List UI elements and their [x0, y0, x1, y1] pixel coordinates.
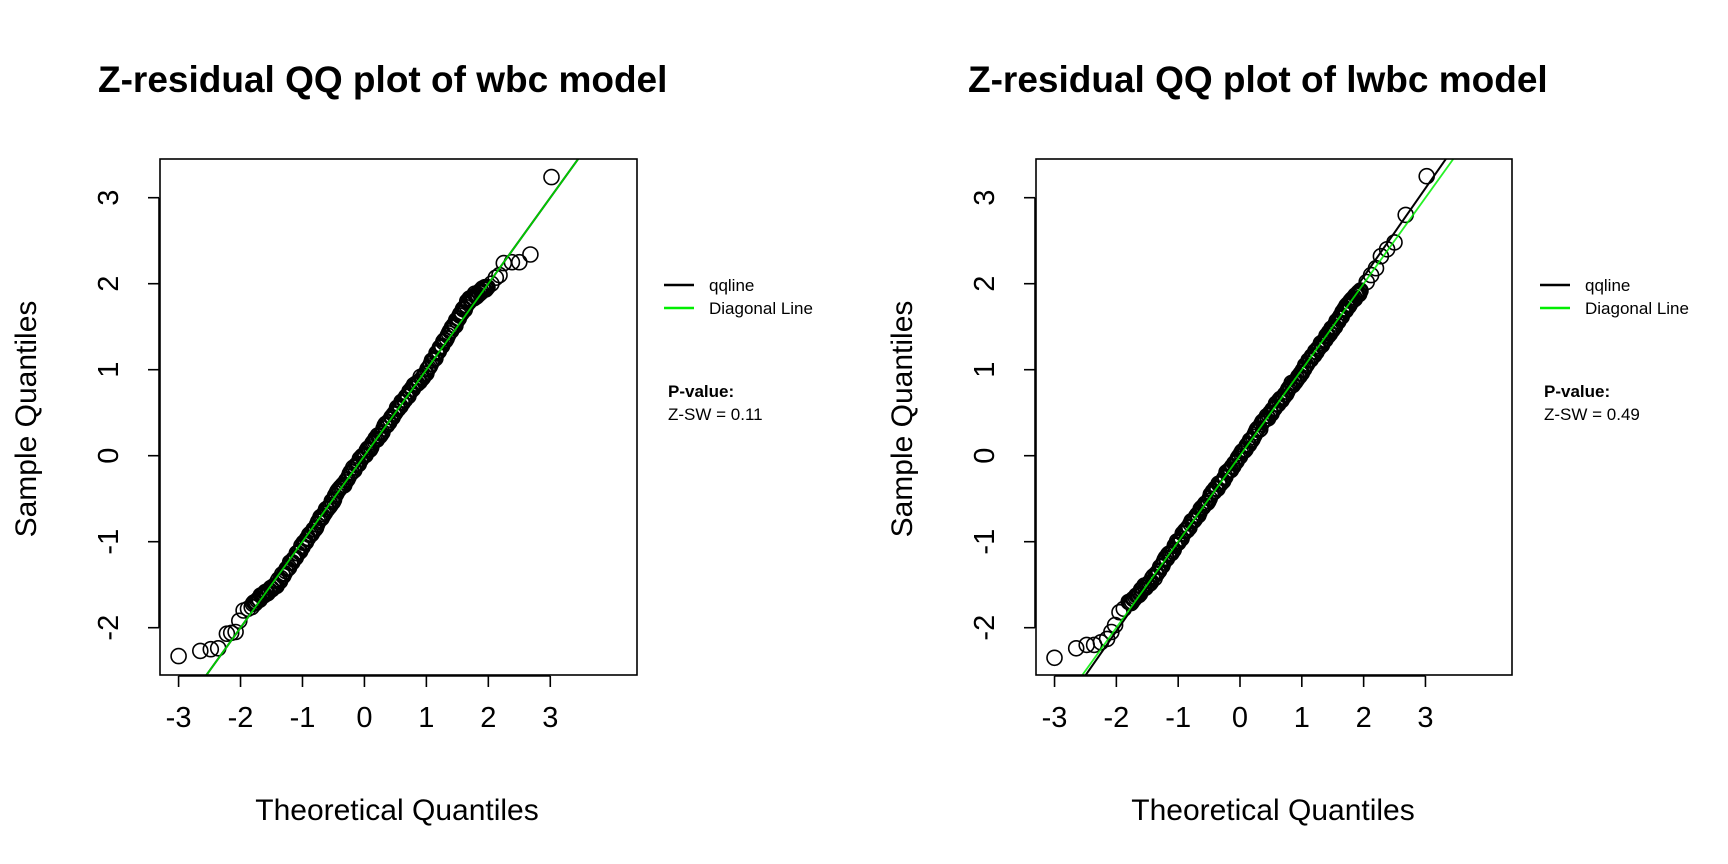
y-axis-title: Sample Quantiles [10, 301, 43, 538]
data-point [227, 623, 244, 641]
legend: qqline Diagonal Line [1540, 276, 1689, 318]
x-tick-label: 1 [1294, 702, 1310, 734]
x-tick-label: -2 [228, 702, 254, 734]
pvalue-statistic: Z-SW = 0.11 [668, 405, 763, 424]
y-tick-label: 3 [93, 190, 125, 206]
plot-marks [170, 159, 580, 675]
legend-label-qqline: qqline [1585, 276, 1630, 295]
data-point [487, 269, 505, 287]
x-tick-label: 3 [1417, 702, 1433, 734]
data-point [543, 168, 560, 186]
data-point [479, 278, 496, 296]
x-tick-label: -1 [290, 702, 316, 734]
y-tick-label: -1 [93, 529, 125, 555]
chart-title: Z-residual QQ plot of wbc model [98, 59, 667, 100]
chart-title: Z-residual QQ plot of lwbc model [968, 59, 1548, 100]
data-point [1046, 649, 1063, 667]
data-point [243, 598, 260, 616]
x-tick-label: 2 [1356, 702, 1372, 734]
y-tick-label: 0 [93, 448, 125, 464]
data-point [202, 640, 220, 658]
data-point [170, 647, 187, 665]
x-axis-title: Theoretical Quantiles [255, 794, 538, 827]
data-point [1067, 639, 1085, 657]
x-tick-label: -1 [1165, 702, 1191, 734]
x-tick-label: 1 [418, 702, 434, 734]
data-point [370, 428, 388, 445]
data-point [478, 279, 495, 297]
legend-label-qqline: qqline [709, 276, 754, 295]
qq-panel-lwbc: Z-residual QQ plot of lwbc model Theoret… [886, 59, 1689, 827]
y-tick-label: 2 [969, 276, 1001, 292]
legend-label-diagonal: Diagonal Line [1585, 299, 1689, 318]
x-tick-label: -3 [1042, 702, 1068, 734]
data-point [522, 246, 539, 263]
plot-frame [1035, 158, 1513, 676]
y-tick-label: 1 [969, 362, 1001, 378]
x-tick-label: -3 [166, 702, 192, 734]
pvalue-label: P-value: [1544, 382, 1610, 401]
pvalue-label: P-value: [668, 382, 734, 401]
x-tick-label: 3 [542, 702, 558, 734]
y-tick-label: -2 [93, 615, 125, 641]
plot-marks [1046, 159, 1455, 675]
y-tick-label: -2 [969, 615, 1001, 641]
x-axis-title: Theoretical Quantiles [1131, 794, 1414, 827]
y-tick-label: 0 [969, 448, 1001, 464]
data-point [510, 253, 528, 271]
y-tick-label: 2 [93, 276, 125, 292]
y-axis-title: Sample Quantiles [886, 301, 919, 538]
plot-frame [159, 158, 638, 676]
x-tick-label: -2 [1103, 702, 1129, 734]
diagonal-line [205, 159, 580, 675]
diagonal-line [1081, 159, 1455, 675]
y-tick-label: 1 [93, 362, 125, 378]
legend: qqline Diagonal Line [664, 276, 813, 318]
qq-panel-wbc: Z-residual QQ plot of wbc model Theoreti… [10, 59, 813, 827]
data-point [1418, 167, 1435, 185]
qqline [1084, 159, 1448, 675]
y-tick-label: -1 [969, 529, 1001, 555]
y-tick-label: 3 [969, 190, 1001, 206]
x-tick-label: 0 [356, 702, 372, 734]
pvalue-statistic: Z-SW = 0.49 [1544, 405, 1640, 424]
x-tick-label: 0 [1232, 702, 1248, 734]
x-tick-label: 2 [480, 702, 496, 734]
data-point [192, 642, 209, 660]
legend-label-diagonal: Diagonal Line [709, 299, 813, 318]
